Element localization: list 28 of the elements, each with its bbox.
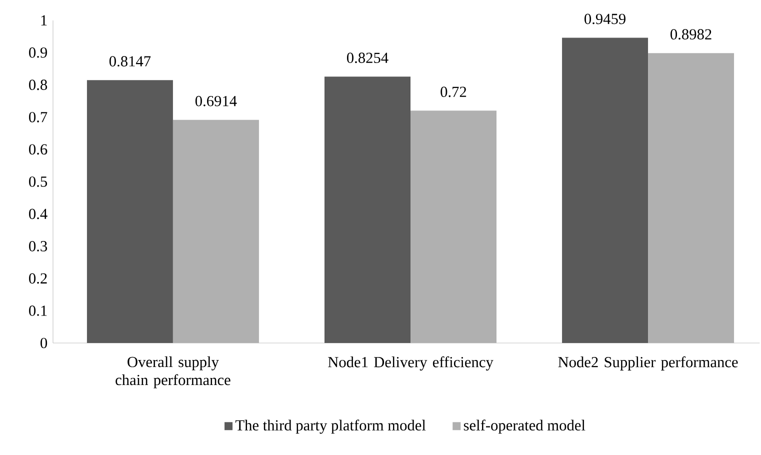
y-tick-label: 1 [41, 15, 47, 26]
y-tick-label: 0.8 [29, 80, 48, 90]
data-label: 0.8147 [109, 56, 151, 67]
bar [648, 53, 734, 343]
bar [172, 120, 259, 343]
y-tick-label: 0.3 [29, 241, 48, 252]
y-tick-label: 0 [40, 338, 48, 348]
y-tick-label: 0.5 [29, 176, 48, 187]
data-label: 0.8254 [346, 52, 388, 64]
bar [410, 110, 496, 343]
x-tick-label: Node2 Supplier performance [558, 356, 738, 370]
y-tick-label: 0.1 [29, 306, 47, 316]
y-tick-label: 0.9 [29, 47, 47, 58]
bar [86, 80, 173, 343]
x-tick-label: Node1 Delivery efficiency [328, 356, 494, 370]
data-label: 0.72 [440, 86, 466, 98]
x-tick-label: Overall supply chain performance [116, 356, 230, 388]
y-tick-label: 0.7 [29, 112, 48, 122]
bar [562, 38, 648, 343]
legend-label: self-operated model [464, 420, 586, 434]
y-tick-label: 0.6 [29, 144, 48, 155]
bar [324, 76, 410, 343]
data-label: 0.6914 [195, 96, 237, 106]
data-label: 0.9459 [584, 14, 626, 24]
y-tick-label: 0.4 [29, 208, 48, 220]
y-tick-label: 0.2 [29, 273, 47, 284]
legend-label: The third party platform model [235, 420, 426, 434]
data-label: 0.8982 [670, 29, 712, 40]
